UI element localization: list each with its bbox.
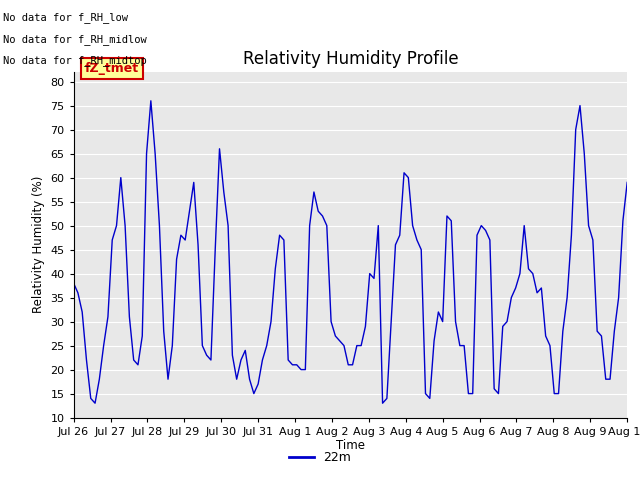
- Title: Relativity Humidity Profile: Relativity Humidity Profile: [243, 49, 458, 68]
- Legend: 22m: 22m: [284, 446, 356, 469]
- Y-axis label: Relativity Humidity (%): Relativity Humidity (%): [32, 176, 45, 313]
- Text: No data for f_RH_midtop: No data for f_RH_midtop: [3, 55, 147, 66]
- Text: fZ_tmet: fZ_tmet: [84, 62, 139, 75]
- Text: No data for f_RH_low: No data for f_RH_low: [3, 12, 128, 23]
- Text: No data for f_RH_midlow: No data for f_RH_midlow: [3, 34, 147, 45]
- X-axis label: Time: Time: [336, 439, 365, 453]
